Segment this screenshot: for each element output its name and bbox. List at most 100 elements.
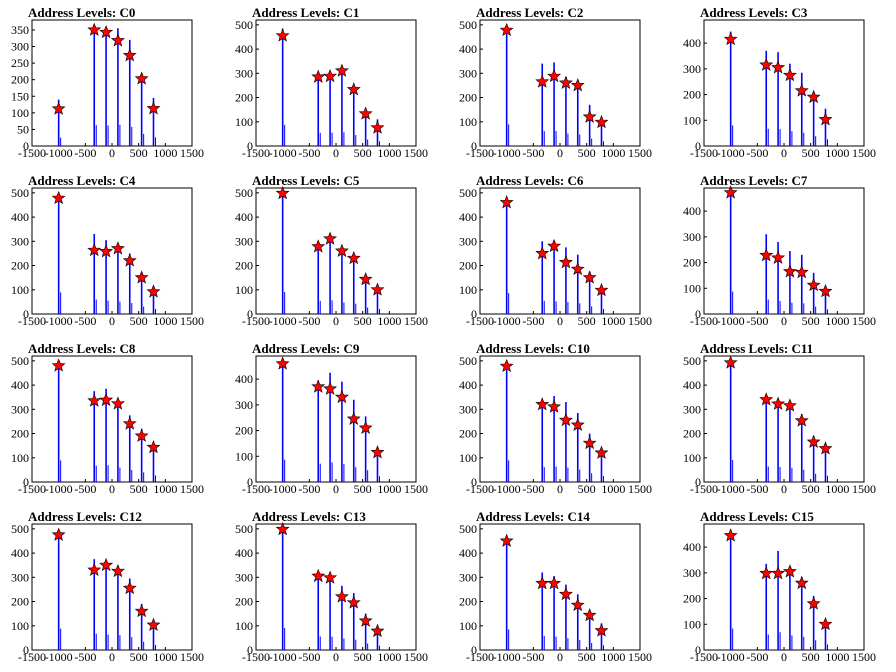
y-tick-label: 0 (247, 139, 253, 153)
x-tick-label: -500 (746, 482, 768, 496)
chart-title: Address Levels: C10 (476, 341, 590, 356)
x-tick-label: -500 (522, 314, 544, 328)
x-tick-label: -1000 (493, 146, 521, 160)
y-tick-label: 400 (683, 36, 701, 50)
y-tick-label: 300 (235, 570, 253, 584)
x-tick-label: -1000 (717, 146, 745, 160)
peak-marker (806, 89, 821, 104)
x-tick-label: -500 (74, 482, 96, 496)
peak-marker (275, 356, 290, 370)
y-tick-label: 300 (235, 398, 253, 412)
peak-marker (782, 264, 797, 278)
peak-marker (346, 595, 361, 609)
chart-title: Address Levels: C12 (28, 509, 142, 524)
x-tick-label: 500 (130, 314, 148, 328)
peak-marker (771, 566, 786, 580)
x-tick-label: 1000 (825, 650, 849, 664)
x-tick-label: -1000 (45, 314, 73, 328)
y-tick-label: 300 (11, 570, 29, 584)
chart-title: Address Levels: C0 (28, 5, 135, 20)
y-tick-label: 500 (11, 354, 29, 368)
y-tick-label: 300 (683, 62, 701, 76)
x-tick-label: 1500 (628, 650, 652, 664)
peak-marker (818, 284, 833, 298)
y-tick-label: 0 (471, 643, 477, 657)
peak-marker (759, 392, 774, 406)
y-tick-label: 100 (683, 113, 701, 127)
x-tick-label: 500 (802, 650, 820, 664)
peak-marker (782, 67, 797, 82)
peak-marker (723, 185, 738, 199)
peak-marker (535, 576, 550, 590)
peak-marker (771, 60, 786, 74)
x-tick-label: 0 (333, 146, 339, 160)
peak-marker (134, 428, 149, 442)
y-tick-label: 100 (459, 115, 477, 129)
peak-marker (99, 392, 114, 407)
peak-marker (146, 101, 161, 115)
y-tick-label: 200 (683, 592, 701, 606)
peak-marker (87, 242, 102, 257)
peak-marker (794, 575, 809, 590)
x-tick-label: -500 (746, 146, 768, 160)
plot-frame (255, 355, 417, 483)
chart-panel-7: Address Levels: C7 0 100 200 300 400 -1500-100… (683, 173, 876, 328)
plot-frame (31, 355, 193, 483)
y-tick-label: 0 (247, 307, 253, 321)
peak-marker (134, 603, 149, 618)
x-tick-label: 500 (802, 482, 820, 496)
plot-frame (255, 523, 417, 651)
chart-title: Address Levels: C15 (700, 509, 814, 524)
y-tick-label: 200 (11, 259, 29, 273)
x-tick-label: -1500 (466, 650, 494, 664)
chart-panel-3: Address Levels: C3 0 100 200 300 400 -1500-100… (683, 5, 876, 160)
y-tick-label: 0 (23, 307, 29, 321)
x-tick-label: 500 (354, 482, 372, 496)
y-tick-label: 100 (459, 619, 477, 633)
x-tick-label: 0 (333, 482, 339, 496)
x-tick-label: 1500 (404, 650, 428, 664)
y-tick-label: 400 (459, 210, 477, 224)
chart-title: Address Levels: C11 (700, 341, 813, 356)
x-tick-label: -1000 (493, 314, 521, 328)
x-tick-label: 1500 (852, 146, 876, 160)
x-tick-label: 500 (578, 314, 596, 328)
chart-title: Address Levels: C7 (700, 173, 808, 188)
x-tick-label: 1500 (180, 650, 204, 664)
x-tick-label: -1500 (466, 146, 494, 160)
peak-marker (582, 270, 597, 284)
x-tick-label: 500 (802, 314, 820, 328)
peak-marker (582, 608, 597, 622)
peak-marker (346, 250, 361, 265)
x-tick-label: 1000 (377, 650, 401, 664)
chart-panel-0: Address Levels: C0 0 50 100 150 200 250 300 350 -… (11, 5, 204, 160)
peak-marker (723, 31, 738, 46)
peak-marker (311, 239, 326, 253)
x-tick-label: -1000 (717, 650, 745, 664)
y-tick-label: 300 (459, 66, 477, 80)
y-tick-label: 0 (23, 139, 29, 153)
peak-marker (146, 440, 161, 454)
y-tick-label: 100 (235, 619, 253, 633)
peak-marker (547, 68, 562, 83)
y-tick-label: 250 (11, 56, 29, 70)
x-tick-label: -1500 (242, 314, 270, 328)
y-tick-label: 500 (235, 18, 253, 32)
y-tick-label: 400 (235, 546, 253, 560)
peak-marker (806, 434, 821, 448)
peak-marker (818, 616, 833, 631)
peak-marker (794, 264, 809, 279)
y-tick-label: 100 (683, 281, 701, 295)
chart-panel-13: Address Levels: C13 0 100 200 300 400 500 -1500… (235, 509, 428, 664)
y-tick-label: 150 (11, 89, 29, 103)
peak-marker (582, 435, 597, 450)
y-tick-label: 400 (459, 378, 477, 392)
peak-marker (146, 617, 161, 631)
chart-panel-4: Address Levels: C40100200300400500-1500-… (11, 173, 204, 328)
x-tick-label: -1500 (466, 482, 494, 496)
peak-marker (535, 246, 550, 260)
y-tick-label: 100 (683, 451, 701, 465)
peak-marker (499, 195, 514, 209)
y-tick-label: 400 (459, 546, 477, 560)
